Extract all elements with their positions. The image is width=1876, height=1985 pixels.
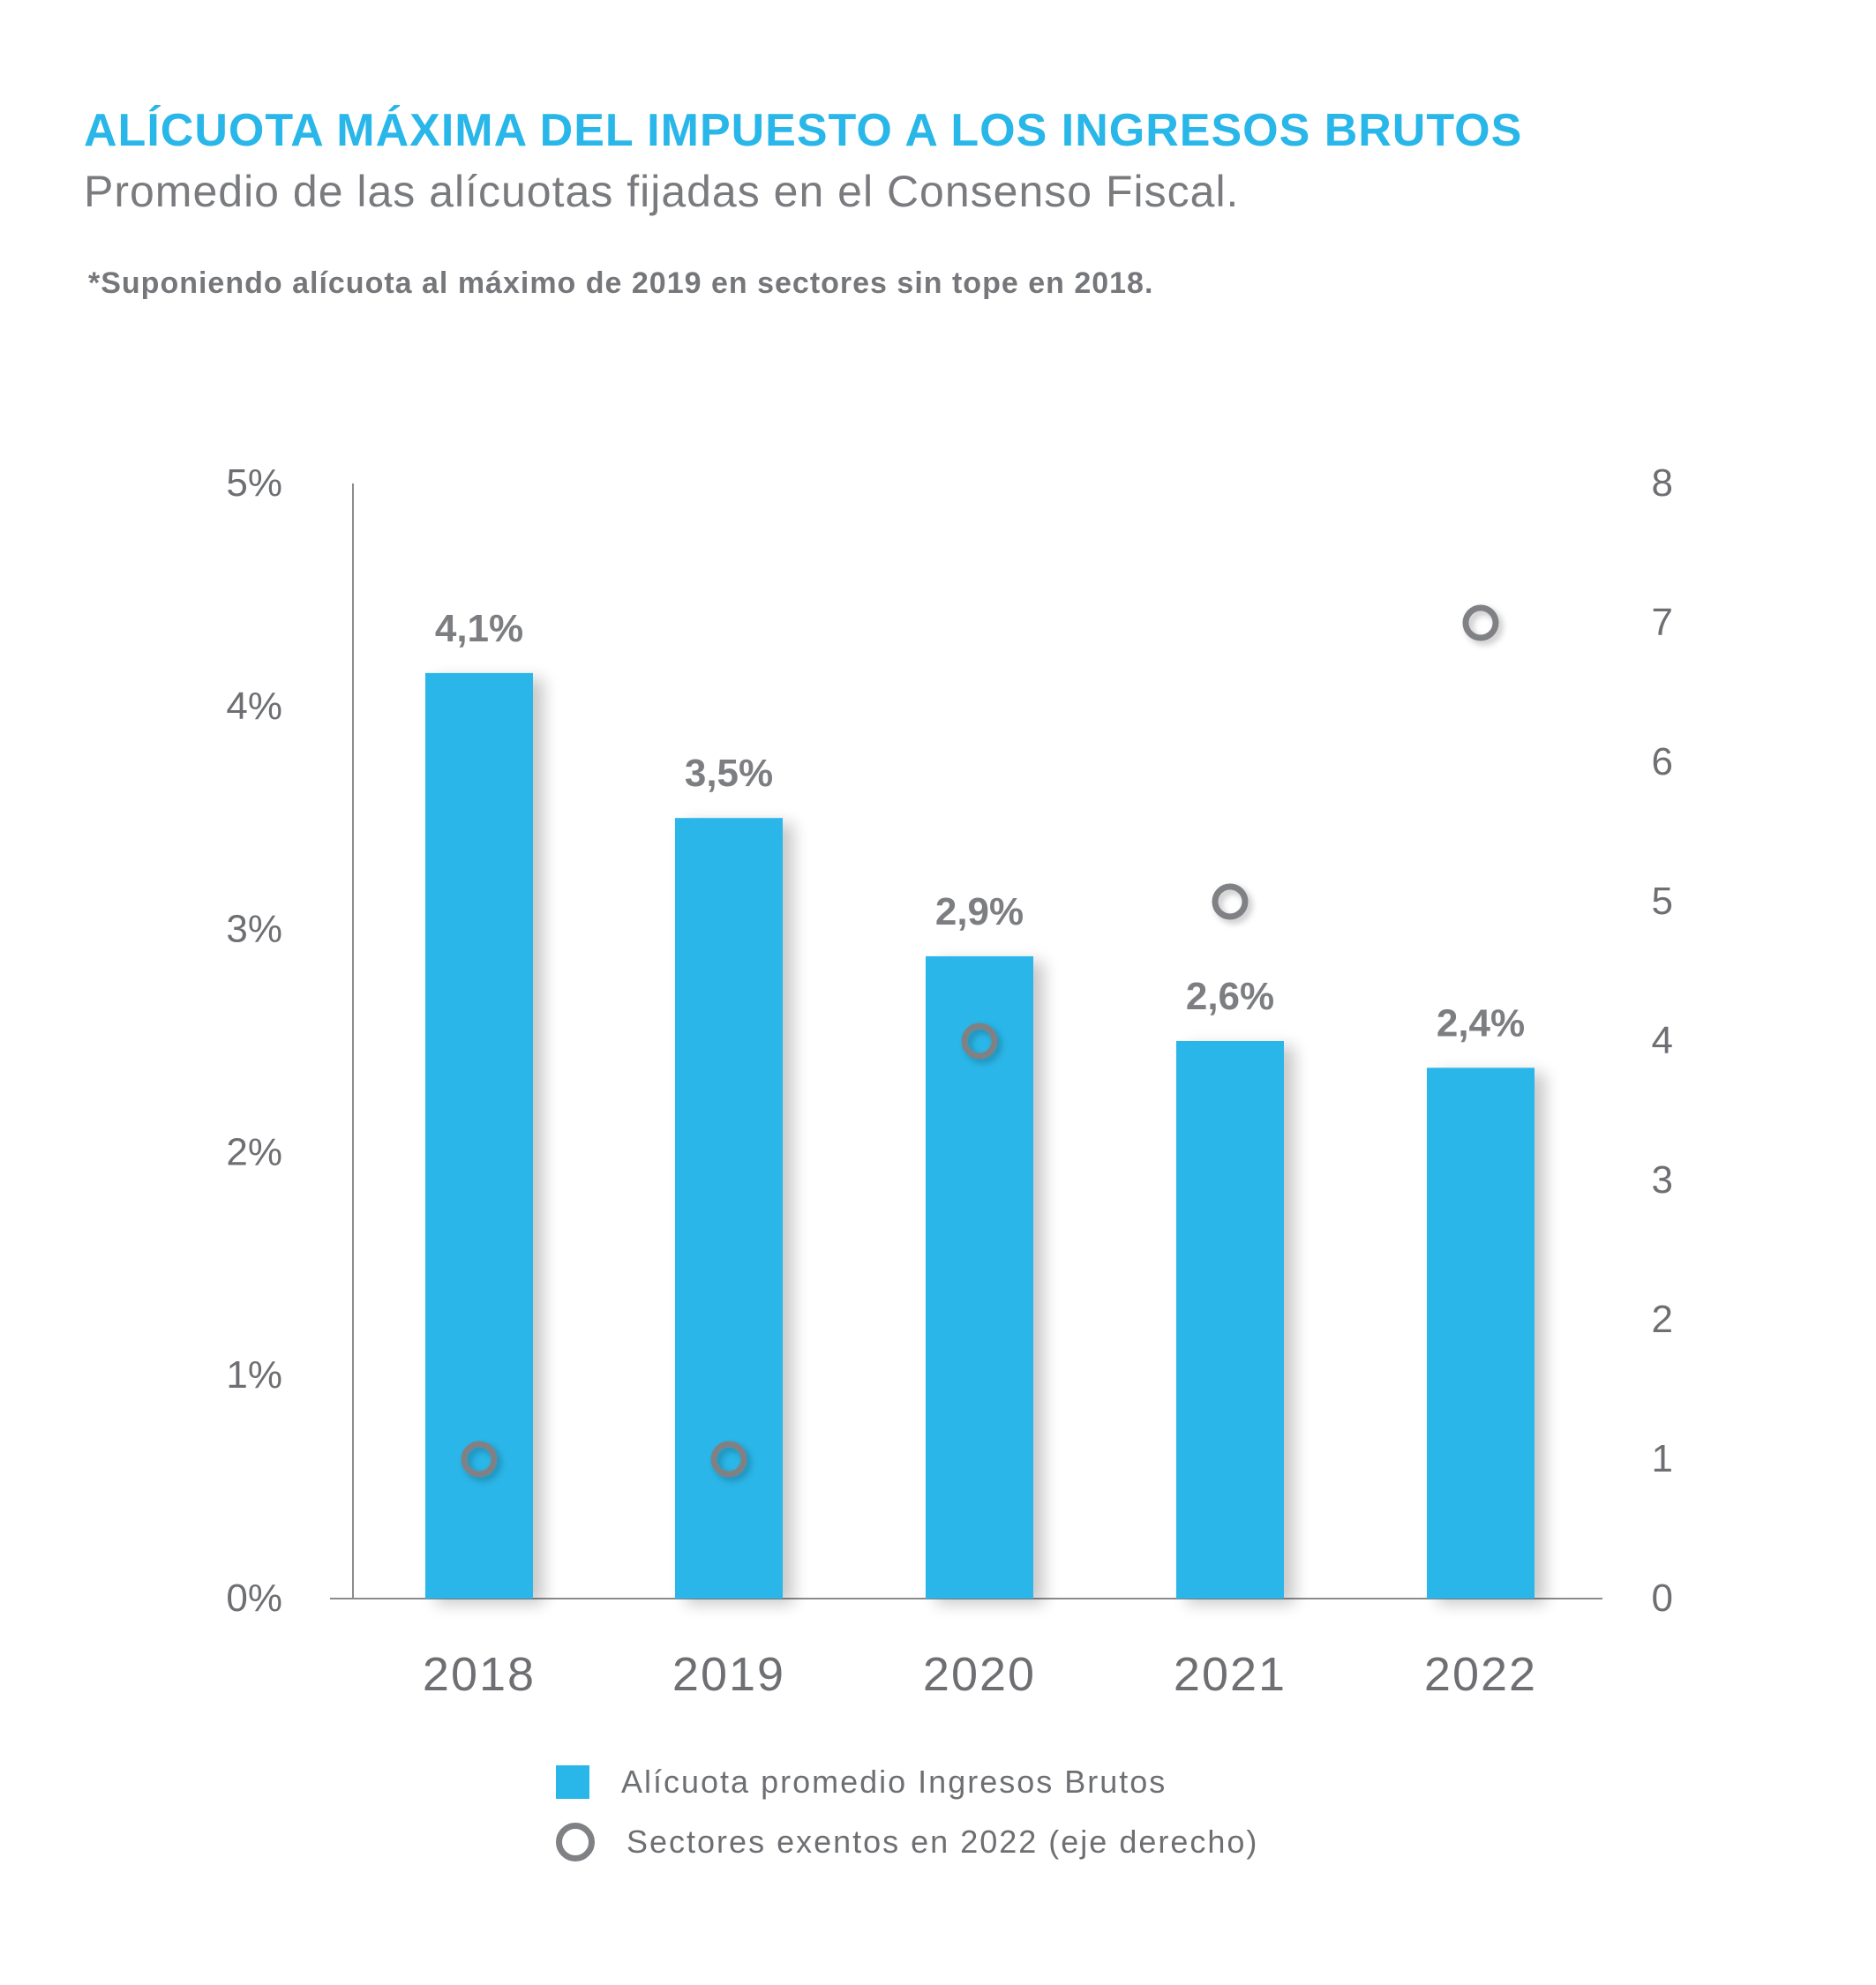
x-tick-2022: 2022: [1424, 1648, 1537, 1701]
x-tick-2021: 2021: [1174, 1648, 1287, 1701]
y-right-tick-8: 8: [1652, 461, 1673, 505]
legend-item-bars: Alícuota promedio Ingresos Brutos: [556, 1756, 1258, 1809]
legend-label-dots: Sectores exentos en 2022 (eje derecho): [627, 1824, 1259, 1860]
chart-footnote: *Suponiendo alícuota al máximo de 2019 e…: [88, 266, 1154, 300]
y-right-tick-6: 6: [1652, 740, 1673, 783]
bar-2021: [1176, 1041, 1284, 1599]
x-tick-2018: 2018: [423, 1648, 536, 1701]
bar-value-label-2022: 2,4%: [1437, 1001, 1525, 1045]
y-right-tick-2: 2: [1652, 1298, 1673, 1341]
bar-2018: [425, 672, 533, 1599]
y-left-tick-1: 1%: [226, 1353, 282, 1397]
bar-value-label-2018: 4,1%: [435, 607, 523, 650]
y-right-tick-1: 1: [1652, 1437, 1673, 1480]
y-right-tick-3: 3: [1652, 1158, 1673, 1202]
bar-value-label-2019: 3,5%: [685, 752, 773, 795]
y-left-tick-0: 0%: [226, 1577, 282, 1620]
legend-label-bars: Alícuota promedio Ingresos Brutos: [621, 1764, 1167, 1800]
legend-bar-swatch: [556, 1765, 589, 1799]
bar-2019: [675, 818, 783, 1599]
exempt-marker-2018: [461, 1441, 498, 1478]
legend-circle-swatch: [556, 1823, 595, 1861]
bar-value-label-2021: 2,6%: [1186, 975, 1274, 1018]
y-right-tick-7: 7: [1652, 601, 1673, 644]
x-tick-2019: 2019: [672, 1648, 785, 1701]
bar-2020: [926, 955, 1033, 1599]
exempt-marker-2019: [710, 1441, 747, 1478]
exempt-marker-2020: [961, 1022, 998, 1060]
bar-2022: [1427, 1067, 1535, 1599]
chart-subtitle: Promedio de las alícuotas fijadas en el …: [84, 167, 1240, 216]
y-right-tick-5: 5: [1652, 880, 1673, 923]
exempt-marker-2021: [1212, 883, 1249, 920]
chart-title: ALÍCUOTA MÁXIMA DEL IMPUESTO A LOS INGRE…: [84, 105, 1523, 156]
y-left-tick-5: 5%: [226, 461, 282, 505]
legend: Alícuota promedio Ingresos Brutos Sector…: [556, 1756, 1258, 1876]
x-tick-2020: 2020: [923, 1648, 1036, 1701]
bar-value-label-2020: 2,9%: [935, 890, 1024, 933]
y-left-tick-3: 3%: [226, 908, 282, 951]
exempt-marker-2022: [1462, 604, 1499, 641]
legend-item-dots: Sectores exentos en 2022 (eje derecho): [556, 1816, 1258, 1869]
y-left-tick-2: 2%: [226, 1130, 282, 1173]
y-left-tick-4: 4%: [226, 685, 282, 728]
y-right-tick-4: 4: [1652, 1019, 1673, 1062]
y-right-tick-0: 0: [1652, 1577, 1673, 1620]
